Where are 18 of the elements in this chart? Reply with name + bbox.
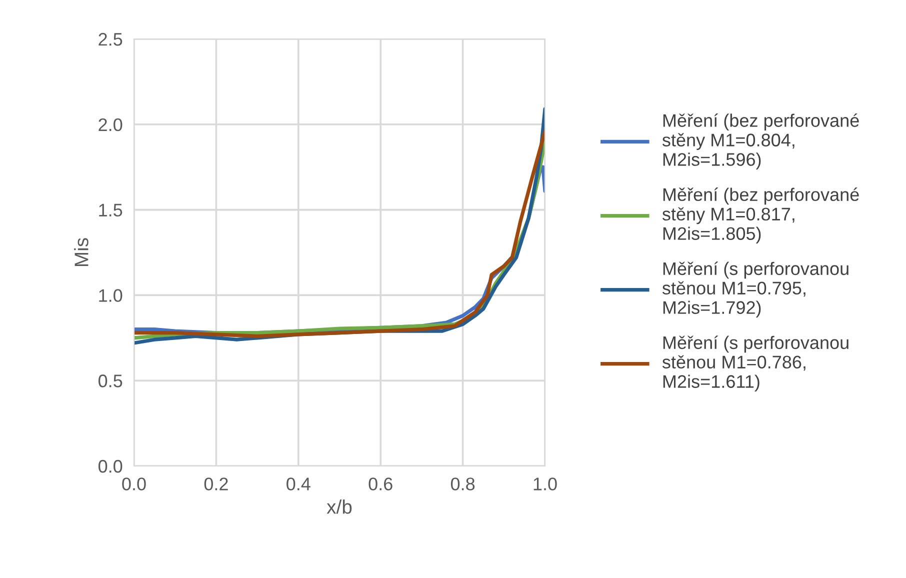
y-tick-label: 1.5: [99, 204, 122, 217]
x-tick-label: 0.8: [450, 478, 475, 490]
x-tick-label: 0.0: [122, 478, 146, 490]
x-tick-label: 1.0: [534, 478, 557, 490]
y-axis-title: Mis: [74, 238, 88, 266]
y-tick-label: 0.0: [98, 460, 122, 473]
x-tick-label: 0.6: [368, 478, 392, 490]
x-axis-title: x/b: [326, 500, 352, 514]
y-tick-label: 2.5: [98, 32, 122, 46]
legend-label: Měření (s perforovanou stěnou M1=0.786, M2is=1.611): [662, 336, 848, 392]
x-tick-label: 0.2: [204, 478, 228, 490]
y-tick-label: 0.5: [98, 374, 122, 388]
y-tick-label: 2.0: [98, 118, 122, 132]
legend-label: Měření (bez perforované stěny M1=0.817, M2is=1.805): [662, 188, 859, 244]
y-tick-label: 1.0: [99, 289, 122, 302]
x-tick-label: 0.4: [286, 478, 310, 490]
legend-label: Měření (s perforovanou stěnou M1=0.795, M2is=1.792): [662, 262, 848, 318]
legend-label: Měření (bez perforované stěny M1=0.804, M2is=1.596): [662, 113, 859, 170]
